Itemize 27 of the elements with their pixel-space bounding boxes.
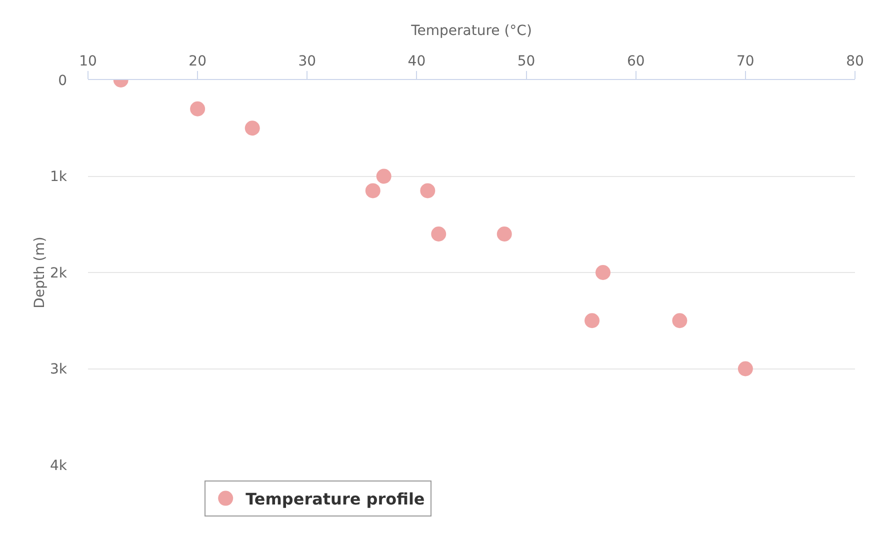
point xyxy=(584,313,600,328)
point xyxy=(365,183,380,198)
y-tick-label: 2k xyxy=(50,265,68,282)
y-tick-label: 4k xyxy=(50,458,68,474)
point xyxy=(376,168,392,184)
y-tick-label: 3k xyxy=(50,362,68,378)
point xyxy=(190,101,206,116)
point xyxy=(496,226,512,242)
x-tick-label: 30 xyxy=(298,53,316,70)
legend-label: Temperature profile xyxy=(246,490,425,509)
x-tick-label: 60 xyxy=(626,53,645,70)
y-axis-title: Depth (m) xyxy=(32,236,48,308)
point xyxy=(738,361,753,376)
point xyxy=(595,265,610,280)
point xyxy=(244,120,260,136)
x-tick-label: 80 xyxy=(846,53,864,70)
point xyxy=(672,313,688,328)
y-tick-label: 1k xyxy=(50,169,68,186)
x-tick-label: 10 xyxy=(79,53,97,70)
x-tick-label: 50 xyxy=(517,53,536,70)
point xyxy=(420,183,436,198)
x-tick-label: 40 xyxy=(408,53,426,70)
x-axis-title: Temperature (°C) xyxy=(410,23,532,39)
point xyxy=(431,226,446,242)
y-tick-label: 0 xyxy=(58,72,67,89)
x-tick-label: 20 xyxy=(188,53,206,70)
x-tick-label: 70 xyxy=(736,53,754,70)
